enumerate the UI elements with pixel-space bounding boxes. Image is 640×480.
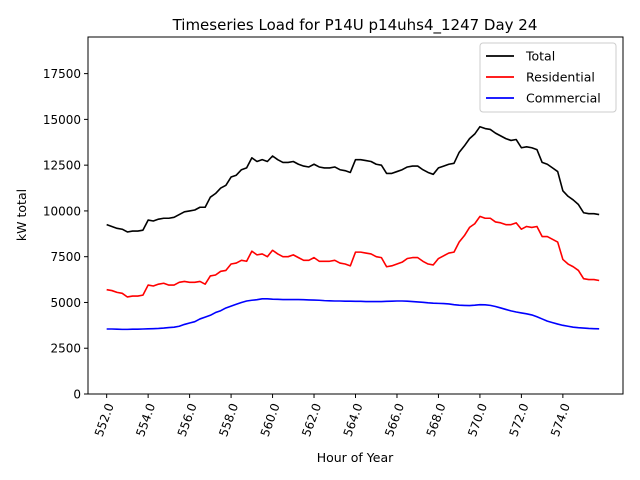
- y-tick-label: 2500: [50, 342, 81, 356]
- legend-label-total: Total: [525, 49, 555, 64]
- legend-box: [479, 42, 617, 113]
- series-layer: [106, 125, 600, 331]
- series-line-total: [106, 125, 600, 233]
- legend: Total Residential Commercial: [479, 42, 617, 113]
- series-line-commercial: [106, 297, 600, 331]
- y-tick-label: 17500: [43, 67, 81, 81]
- y-tick-label: 5000: [50, 296, 81, 310]
- y-tick-label: 0: [73, 388, 81, 402]
- y-axis-label: kW total: [14, 189, 29, 241]
- series-line-residential: [106, 215, 600, 298]
- x-axis-label: Hour of Year: [317, 450, 394, 465]
- y-tick-label: 7500: [50, 250, 81, 264]
- y-tick-label: 12500: [43, 159, 81, 173]
- y-axis: 0 2500 5000 7500 10000 12500 15000 17500: [43, 67, 88, 402]
- legend-label-residential: Residential: [526, 70, 595, 85]
- legend-label-commercial: Commercial: [526, 91, 601, 106]
- y-tick-label: 15000: [43, 113, 81, 127]
- chart-title: Timeseries Load for P14U p14uhs4_1247 Da…: [172, 16, 538, 35]
- y-tick-label: 10000: [43, 204, 81, 218]
